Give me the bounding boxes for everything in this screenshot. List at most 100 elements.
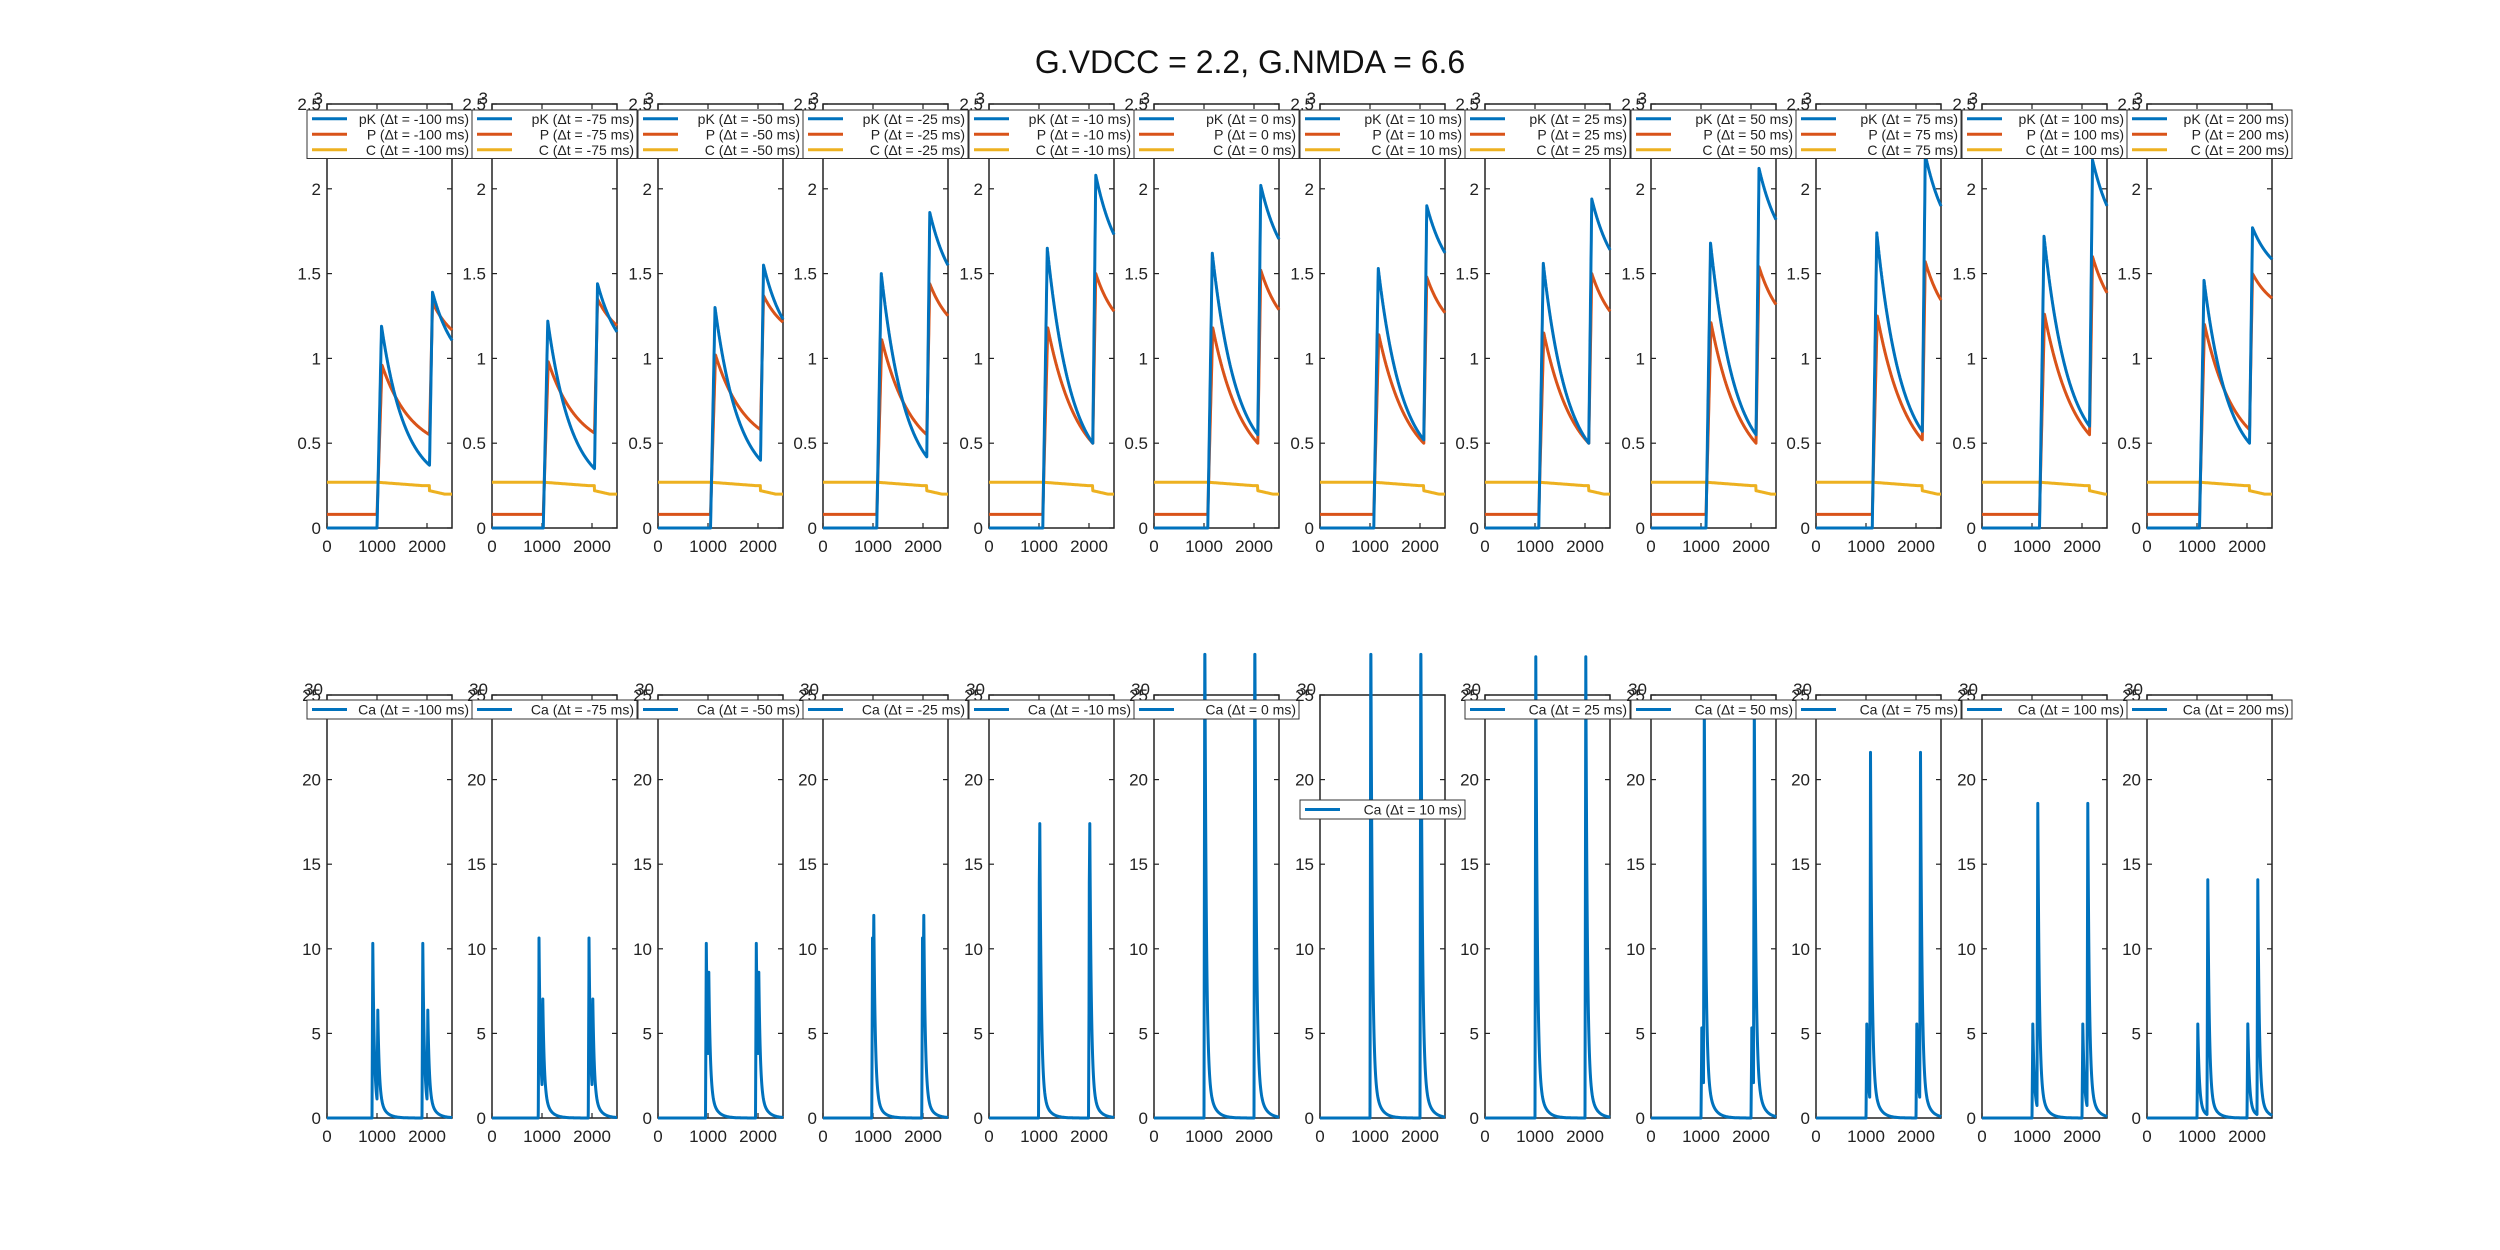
series-Ca [1318,652,1447,1120]
series-pK [1649,166,1778,530]
x-tick-label: 1000 [1682,1127,1720,1146]
x-tick-label: 0 [1315,537,1324,556]
legend-entry: Ca (Δt = 50 ms) [1695,702,1793,718]
x-tick-label: 2000 [904,1127,942,1146]
axes-box [822,694,949,1119]
overflow-tick-label: 3 [1803,89,1812,108]
y-tick-label: 1.5 [1621,265,1645,284]
series-Ca [2145,878,2274,1120]
series-C [1152,480,1281,496]
series-C [821,480,950,496]
series-pK [1152,183,1281,530]
y-tick-label: 10 [1957,940,1976,959]
y-tick-label: 0 [2132,1109,2141,1128]
x-tick-label: 1000 [854,537,892,556]
x-tick-label: 1000 [1847,1127,1885,1146]
legend-entry: C (Δt = -10 ms) [1036,142,1131,158]
series-C [1980,480,2109,496]
y-tick-label: 1.5 [1124,265,1148,284]
axes-box [2146,694,2273,1119]
y-tick-label: 5 [1967,1024,1976,1043]
legend-entry: P (Δt = -75 ms) [540,126,634,142]
x-tick-label: 2000 [573,537,611,556]
y-tick-label: 1.5 [462,265,486,284]
y-tick-label: 0.5 [1621,434,1645,453]
y-tick-label: 0 [312,519,321,538]
x-tick-label: 2000 [2063,537,2101,556]
y-tick-label: 2 [974,180,983,199]
y-tick-label: 5 [808,1024,817,1043]
series-C [325,480,454,496]
y-tick-label: 0 [1636,519,1645,538]
top-panel-8: 0 0.5 1 1.5 2 2.5 0 1000 2000 3 pK (Δt = 50 ms)P (… [1621,89,1797,556]
series-Ca [1152,652,1281,1120]
y-tick-label: 0 [1305,1109,1314,1128]
y-tick-label: 1.5 [959,265,983,284]
y-tick-label: 2 [643,180,652,199]
y-tick-label: 0 [1305,519,1314,538]
legend-entry: P (Δt = 50 ms) [1703,126,1793,142]
x-tick-label: 0 [1149,1127,1158,1146]
x-tick-label: 1000 [523,1127,561,1146]
axes-box [1153,103,1280,529]
legend-entry: Ca (Δt = 10 ms) [1364,802,1462,818]
overflow-tick-label: 30 [1131,680,1150,699]
legend-entry: C (Δt = -75 ms) [539,142,634,158]
y-tick-label: 0 [2132,519,2141,538]
x-tick-label: 1000 [1351,537,1389,556]
legend-entry: pK (Δt = 100 ms) [2019,111,2124,127]
y-tick-label: 1 [974,349,983,368]
y-tick-label: 10 [1460,940,1479,959]
axes-box [657,694,784,1119]
x-tick-label: 0 [322,1127,331,1146]
y-tick-label: 0 [1139,1109,1148,1128]
overflow-tick-label: 30 [304,680,323,699]
legend-entry: pK (Δt = 200 ms) [2184,111,2289,127]
top-panel-5: 0 0.5 1 1.5 2 2.5 0 1000 2000 3 pK (Δt = 0 ms)P (Δ… [1124,89,1300,556]
series-C [1483,480,1612,496]
y-tick-label: 20 [467,771,486,790]
y-tick-label: 1.5 [793,265,817,284]
x-tick-label: 1000 [2178,1127,2216,1146]
top-panel-3: 0 0.5 1 1.5 2 2.5 0 1000 2000 3 pK (Δt = -25 ms)P … [793,89,969,556]
legend-entry: Ca (Δt = -50 ms) [697,702,800,718]
legend-entry: Ca (Δt = 75 ms) [1860,702,1958,718]
legend-entry: pK (Δt = -25 ms) [863,111,965,127]
legend [1299,799,1466,820]
series-pK [1483,197,1612,530]
axes-box [822,103,949,529]
y-tick-label: 20 [633,771,652,790]
x-tick-label: 2000 [1732,1127,1770,1146]
y-tick-label: 0 [1801,1109,1810,1128]
axes-box [1484,694,1611,1119]
y-tick-label: 15 [467,855,486,874]
y-tick-label: 15 [1460,855,1479,874]
y-tick-label: 20 [1129,771,1148,790]
top-panel-10: 0 0.5 1 1.5 2 2.5 0 1000 2000 3 pK (Δt = 100 ms)P … [1952,89,2128,556]
series-C [490,480,619,496]
x-tick-label: 0 [2142,1127,2151,1146]
x-tick-label: 1000 [1516,1127,1554,1146]
y-tick-label: 5 [1305,1024,1314,1043]
y-tick-label: 20 [1957,771,1976,790]
x-tick-label: 1000 [358,1127,396,1146]
y-tick-label: 5 [1801,1024,1810,1043]
x-tick-label: 1000 [2013,537,2051,556]
overflow-tick-label: 3 [1141,89,1150,108]
legend-entry: Ca (Δt = 0 ms) [1205,702,1296,718]
overflow-tick-label: 3 [1969,89,1978,108]
y-tick-label: 2 [1636,180,1645,199]
x-tick-label: 1000 [2013,1127,2051,1146]
x-tick-label: 2000 [739,537,777,556]
series-C [656,480,785,496]
x-tick-label: 0 [1646,537,1655,556]
y-tick-label: 2 [1139,180,1148,199]
series-Ca [987,822,1116,1120]
y-tick-label: 0 [312,1109,321,1128]
overflow-tick-label: 3 [314,89,323,108]
x-tick-label: 1000 [689,537,727,556]
